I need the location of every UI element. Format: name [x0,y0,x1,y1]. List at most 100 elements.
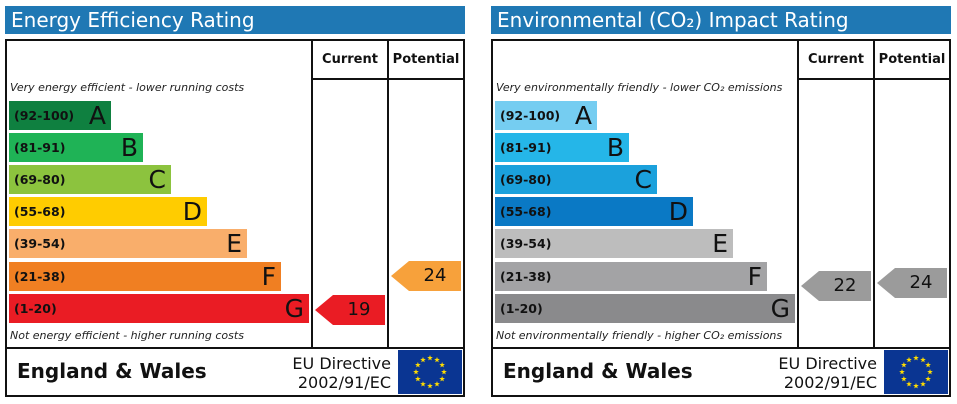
column-divider [873,41,875,347]
column-divider [311,41,313,347]
potential-rating-arrow: 24 [877,267,947,298]
eu-star-icon [439,362,445,368]
band-range-label: (81-91) [14,140,66,156]
eu-directive-line1: EU Directive [778,354,877,373]
top-note: Very energy efficient - lower running co… [10,81,245,94]
eu-star-icon [415,362,421,368]
band-range-label: (39-54) [14,236,66,252]
rating-band-a: (92-100) A [495,101,597,130]
eu-directive-line2: 2002/91/EC [297,373,391,392]
current-rating-value: 19 [347,298,371,320]
rating-band-b: (81-91) B [9,133,143,163]
eu-star-icon [913,383,919,389]
rating-band-e: (39-54) E [495,229,733,259]
band-letter-label: D [668,197,688,227]
rating-table: Current Potential Very environmentally f… [491,39,951,397]
current-rating-arrow: 19 [315,294,385,325]
eu-directive-text: EU Directive 2002/91/EC [763,354,877,392]
eu-star-icon [927,369,933,375]
eu-star-icon [420,381,426,387]
eu-stars-ring [899,355,933,389]
potential-rating-value: 24 [909,271,933,293]
current-rating-arrow: 22 [801,270,871,301]
band-letter-label: C [634,165,652,195]
top-note: Very environmentally friendly - lower CO… [496,81,783,94]
column-header-potential: Potential [878,52,946,67]
band-range-label: (55-68) [500,204,552,220]
eu-star-icon [906,356,912,363]
arrow-shape [315,294,385,325]
chart-title: Energy Efficiency Rating [5,6,465,34]
column-divider [387,41,389,347]
eu-star-icon [906,381,912,387]
band-letter-label: G [284,293,304,323]
eu-flag-icon [398,350,462,394]
column-divider [797,41,799,347]
header-divider [797,78,949,80]
energy-efficiency-chart: Energy Efficiency Rating Current Potenti… [5,6,465,398]
eu-star-icon [901,376,907,382]
band-range-label: (21-38) [500,268,552,284]
band-range-label: (81-91) [500,140,552,156]
rating-band-c: (69-80) C [495,165,657,195]
eu-star-icon [427,355,433,361]
rating-table: Current Potential Very energy efficient … [5,39,465,397]
band-range-label: (1-20) [500,300,543,316]
environmental-impact-chart: Environmental (CO₂) Impact Rating Curren… [491,6,951,398]
rating-band-e: (39-54) E [9,229,247,259]
rating-band-f: (21-38) F [9,261,281,291]
potential-rating-arrow: 24 [391,260,461,291]
eu-star-icon [439,376,445,382]
bottom-note: Not environmentally friendly - higher CO… [496,329,783,342]
eu-star-icon [925,362,931,368]
band-letter-label: C [148,165,166,195]
column-header-current: Current [808,52,864,67]
band-range-label: (55-68) [14,204,66,220]
eu-stars-ring [413,355,447,389]
eu-star-icon [920,381,926,387]
region-label: England & Wales [503,359,693,383]
band-letter-label: E [226,229,242,259]
bottom-note: Not energy efficient - higher running co… [10,329,244,342]
eu-star-icon [427,383,433,389]
region-label: England & Wales [17,359,207,383]
eu-directive-line2: 2002/91/EC [783,373,877,392]
eu-star-icon [925,376,931,382]
band-letter-label: A [574,101,592,130]
rating-band-d: (55-68) D [495,197,693,227]
band-letter-label: D [182,197,202,227]
band-range-label: (92-100) [500,108,561,123]
footer-divider [493,347,949,349]
potential-rating-value: 24 [423,264,447,286]
eu-star-icon [899,369,905,375]
chart-title: Environmental (CO₂) Impact Rating [491,6,951,34]
eu-star-icon [415,376,421,382]
eu-star-icon [434,381,440,387]
band-letter-label: G [770,293,790,323]
band-range-label: (92-100) [14,108,75,123]
arrow-shape [877,267,947,298]
rating-band-b: (81-91) B [495,133,629,163]
band-range-label: (69-80) [500,172,552,188]
band-letter-label: F [261,261,276,291]
band-letter-label: E [712,229,728,259]
band-range-label: (69-80) [14,172,66,188]
eu-star-icon [920,356,926,363]
band-range-label: (1-20) [14,300,57,316]
rating-band-g: (1-20) G [9,293,309,323]
arrow-shape [801,270,871,301]
column-header-current: Current [322,52,378,67]
eu-star-icon [420,356,426,363]
header-divider [311,78,463,80]
eu-star-icon [441,369,447,375]
eu-directive-text: EU Directive 2002/91/EC [277,354,391,392]
rating-band-f: (21-38) F [495,261,767,291]
band-letter-label: F [747,261,762,291]
eu-directive-line1: EU Directive [292,354,391,373]
eu-star-icon [413,369,419,375]
eu-star-icon [901,362,907,368]
band-letter-label: B [120,133,138,163]
rating-band-a: (92-100) A [9,101,111,130]
eu-star-icon [434,356,440,363]
rating-band-g: (1-20) G [495,293,795,323]
